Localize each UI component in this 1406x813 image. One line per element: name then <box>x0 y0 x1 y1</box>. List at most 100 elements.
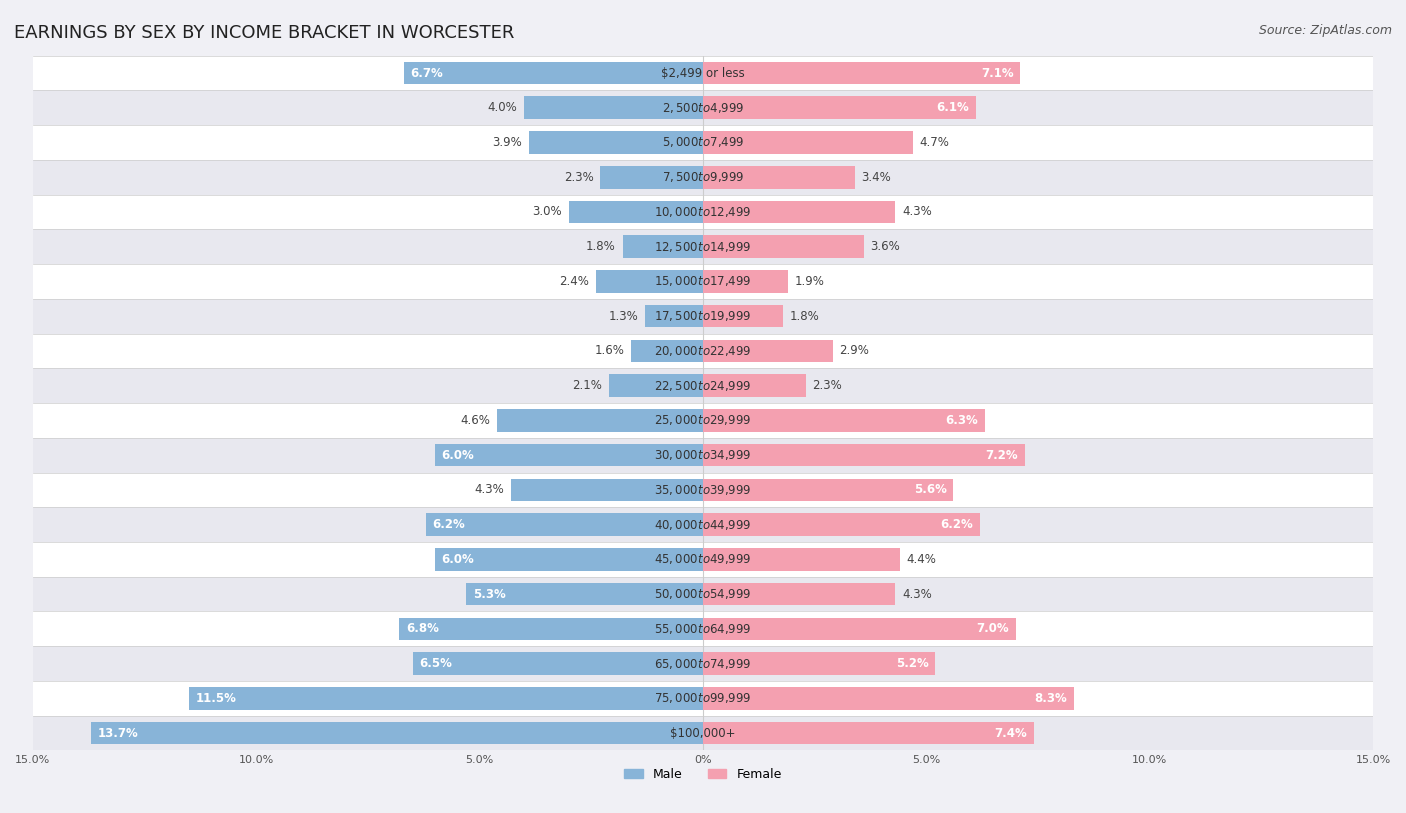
Bar <box>399 618 703 640</box>
Bar <box>609 374 703 397</box>
Bar <box>32 507 1374 542</box>
Text: 1.8%: 1.8% <box>790 310 820 323</box>
Bar <box>32 368 1374 403</box>
Bar <box>703 479 953 501</box>
Text: 6.2%: 6.2% <box>433 518 465 531</box>
Bar <box>569 201 703 224</box>
Text: 3.9%: 3.9% <box>492 136 522 149</box>
Text: 2.9%: 2.9% <box>839 345 869 358</box>
Bar <box>32 542 1374 576</box>
Text: $10,000 to $12,499: $10,000 to $12,499 <box>654 205 752 219</box>
Bar <box>32 160 1374 194</box>
Text: 6.3%: 6.3% <box>945 414 977 427</box>
Text: 4.0%: 4.0% <box>488 102 517 115</box>
Bar <box>529 131 703 154</box>
Text: $30,000 to $34,999: $30,000 to $34,999 <box>654 448 752 462</box>
Text: 2.4%: 2.4% <box>560 275 589 288</box>
Bar <box>631 340 703 363</box>
Bar <box>32 299 1374 333</box>
Text: 6.1%: 6.1% <box>936 102 969 115</box>
Text: 1.8%: 1.8% <box>586 240 616 253</box>
Bar <box>703 62 1021 85</box>
Text: 8.3%: 8.3% <box>1035 692 1067 705</box>
Text: 4.4%: 4.4% <box>907 553 936 566</box>
Bar <box>32 229 1374 264</box>
Text: 5.6%: 5.6% <box>914 484 946 497</box>
Text: 7.2%: 7.2% <box>986 449 1018 462</box>
Bar <box>32 646 1374 681</box>
Text: 13.7%: 13.7% <box>97 727 138 740</box>
Text: 2.1%: 2.1% <box>572 379 602 392</box>
Text: 2.3%: 2.3% <box>564 171 593 184</box>
Bar <box>32 681 1374 715</box>
Bar <box>600 166 703 189</box>
Text: 1.6%: 1.6% <box>595 345 624 358</box>
Text: 2.3%: 2.3% <box>813 379 842 392</box>
Text: $15,000 to $17,499: $15,000 to $17,499 <box>654 275 752 289</box>
Bar <box>467 583 703 606</box>
Bar <box>32 194 1374 229</box>
Bar <box>703 444 1025 467</box>
Text: 3.0%: 3.0% <box>533 206 562 219</box>
Text: 1.3%: 1.3% <box>609 310 638 323</box>
Bar <box>188 687 703 710</box>
Text: $2,499 or less: $2,499 or less <box>661 67 745 80</box>
Text: $75,000 to $99,999: $75,000 to $99,999 <box>654 691 752 706</box>
Text: 1.9%: 1.9% <box>794 275 824 288</box>
Bar <box>426 513 703 536</box>
Bar <box>703 305 783 328</box>
Bar <box>703 97 976 119</box>
Text: $17,500 to $19,999: $17,500 to $19,999 <box>654 309 752 324</box>
Bar <box>32 576 1374 611</box>
Text: $100,000+: $100,000+ <box>671 727 735 740</box>
Text: $45,000 to $49,999: $45,000 to $49,999 <box>654 552 752 567</box>
Bar <box>412 652 703 675</box>
Bar <box>703 722 1033 745</box>
Bar <box>510 479 703 501</box>
Bar <box>32 611 1374 646</box>
Bar <box>524 97 703 119</box>
Text: $65,000 to $74,999: $65,000 to $74,999 <box>654 657 752 671</box>
Bar <box>596 270 703 293</box>
Text: $2,500 to $4,999: $2,500 to $4,999 <box>662 101 744 115</box>
Bar <box>703 513 980 536</box>
Bar <box>32 437 1374 472</box>
Text: $22,500 to $24,999: $22,500 to $24,999 <box>654 379 752 393</box>
Bar <box>703 166 855 189</box>
Bar <box>91 722 703 745</box>
Text: $5,000 to $7,499: $5,000 to $7,499 <box>662 136 744 150</box>
Bar <box>703 270 787 293</box>
Text: 4.6%: 4.6% <box>461 414 491 427</box>
Text: 3.6%: 3.6% <box>870 240 900 253</box>
Bar <box>703 340 832 363</box>
Bar <box>434 548 703 571</box>
Text: 3.4%: 3.4% <box>862 171 891 184</box>
Text: 6.0%: 6.0% <box>441 553 474 566</box>
Bar <box>703 548 900 571</box>
Bar <box>703 236 863 258</box>
Text: 4.3%: 4.3% <box>474 484 505 497</box>
Text: Source: ZipAtlas.com: Source: ZipAtlas.com <box>1258 24 1392 37</box>
Bar <box>703 131 912 154</box>
Bar <box>703 652 935 675</box>
Text: 4.3%: 4.3% <box>901 588 932 601</box>
Bar <box>645 305 703 328</box>
Text: $7,500 to $9,999: $7,500 to $9,999 <box>662 170 744 185</box>
Bar <box>404 62 703 85</box>
Text: 4.3%: 4.3% <box>901 206 932 219</box>
Bar <box>32 125 1374 160</box>
Text: EARNINGS BY SEX BY INCOME BRACKET IN WORCESTER: EARNINGS BY SEX BY INCOME BRACKET IN WOR… <box>14 24 515 42</box>
Text: 6.2%: 6.2% <box>941 518 973 531</box>
Text: 4.7%: 4.7% <box>920 136 949 149</box>
Text: 5.2%: 5.2% <box>896 657 929 670</box>
Text: 6.8%: 6.8% <box>406 622 439 635</box>
Text: $40,000 to $44,999: $40,000 to $44,999 <box>654 518 752 532</box>
Legend: Male, Female: Male, Female <box>619 763 787 786</box>
Text: 6.7%: 6.7% <box>411 67 443 80</box>
Bar <box>32 472 1374 507</box>
Text: 5.3%: 5.3% <box>472 588 506 601</box>
Bar <box>32 264 1374 299</box>
Text: $50,000 to $54,999: $50,000 to $54,999 <box>654 587 752 601</box>
Text: 7.4%: 7.4% <box>994 727 1026 740</box>
Text: 7.0%: 7.0% <box>977 622 1010 635</box>
